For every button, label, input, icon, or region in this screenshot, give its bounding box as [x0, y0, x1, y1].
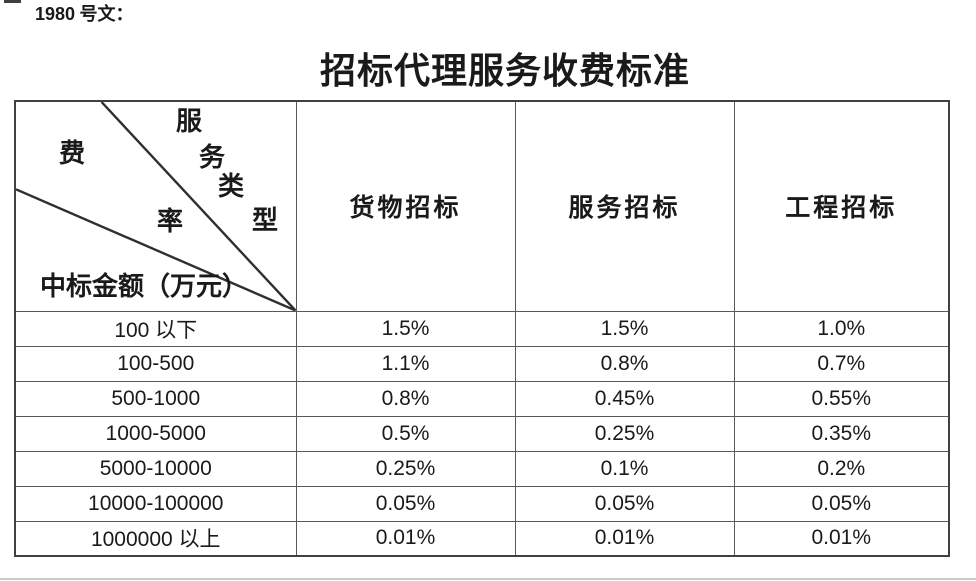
- amount-range-cell: 10000-100000: [14, 485, 297, 522]
- rate-cell-service: 0.25%: [514, 415, 735, 452]
- table-row: 5000-10000 0.25% 0.1% 0.2%: [14, 450, 950, 487]
- rate-cell-goods: 0.8%: [295, 380, 516, 417]
- page-title: 招标代理服务收费标准: [319, 51, 690, 91]
- service-type-char-2: 务: [199, 143, 226, 172]
- rate-cell-goods: 1.5%: [295, 310, 516, 347]
- rate-cell-works: 0.7%: [733, 345, 950, 382]
- amount-range-cell: 500-1000: [14, 380, 297, 417]
- rate-cell-goods: 0.01%: [295, 520, 516, 557]
- table-row: 100 以下 1.5% 1.5% 1.0%: [14, 310, 950, 347]
- amount-range-cell: 5000-10000: [14, 450, 297, 487]
- rate-cell-service: 0.45%: [514, 380, 735, 417]
- amount-range-cell: 1000-5000: [14, 415, 297, 452]
- amount-range-cell: 1000000 以上: [14, 520, 297, 557]
- page-bottom-edge: [0, 578, 976, 580]
- doc-ref-suffix: 号文：: [79, 4, 134, 24]
- rate-cell-works: 1.0%: [733, 310, 950, 347]
- rate-cell-service: 0.05%: [514, 485, 735, 522]
- table-corner-cell: 服 务 类 型 费 率 中标金额（万元）: [14, 100, 297, 312]
- service-type-char-4: 型: [252, 206, 279, 235]
- table-row: 10000-100000 0.05% 0.05% 0.05%: [14, 485, 950, 522]
- rate-cell-service: 0.8%: [514, 345, 735, 382]
- rate-cell-goods: 0.5%: [295, 415, 516, 452]
- table-row: 500-1000 0.8% 0.45% 0.55%: [14, 380, 950, 417]
- rate-cell-service: 1.5%: [514, 310, 735, 347]
- rate-cell-goods: 1.1%: [295, 345, 516, 382]
- table-row: 100-500 1.1% 0.8% 0.7%: [14, 345, 950, 382]
- table-header-row: 服 务 类 型 费 率 中标金额（万元） 货物招标 服务招标 工程招标: [14, 100, 950, 312]
- fee-table: 服 务 类 型 费 率 中标金额（万元） 货物招标 服务招标 工程招标 100 …: [14, 100, 950, 557]
- doc-ref-line: 1980 号文：: [35, 3, 134, 26]
- top-left-artifact: [4, 0, 21, 3]
- rate-cell-works: 0.55%: [733, 380, 950, 417]
- rate-cell-goods: 0.25%: [295, 450, 516, 487]
- rate-cell-service: 0.1%: [514, 450, 735, 487]
- amount-range-cell: 100-500: [14, 345, 297, 382]
- fee-rate-char-1: 费: [59, 139, 86, 168]
- rate-cell-works: 0.2%: [733, 450, 950, 487]
- column-header-works-bidding: 工程招标: [733, 100, 950, 312]
- service-type-char-3: 类: [218, 172, 245, 201]
- column-header-goods-bidding: 货物招标: [295, 100, 516, 312]
- table-row: 1000000 以上 0.01% 0.01% 0.01%: [14, 520, 950, 557]
- rate-cell-works: 0.01%: [733, 520, 950, 557]
- table-row: 1000-5000 0.5% 0.25% 0.35%: [14, 415, 950, 452]
- amount-range-cell: 100 以下: [14, 310, 297, 347]
- fee-rate-char-2: 率: [157, 207, 184, 236]
- rate-cell-works: 0.05%: [733, 485, 950, 522]
- diagonal-divider-lines: [16, 102, 296, 311]
- rate-cell-service: 0.01%: [514, 520, 735, 557]
- service-type-char-1: 服: [176, 107, 203, 136]
- column-header-service-bidding: 服务招标: [514, 100, 735, 312]
- doc-ref-number: 1980: [35, 4, 76, 24]
- amount-axis-label: 中标金额（万元）: [40, 272, 249, 301]
- rate-cell-goods: 0.05%: [295, 485, 516, 522]
- rate-cell-works: 0.35%: [733, 415, 950, 452]
